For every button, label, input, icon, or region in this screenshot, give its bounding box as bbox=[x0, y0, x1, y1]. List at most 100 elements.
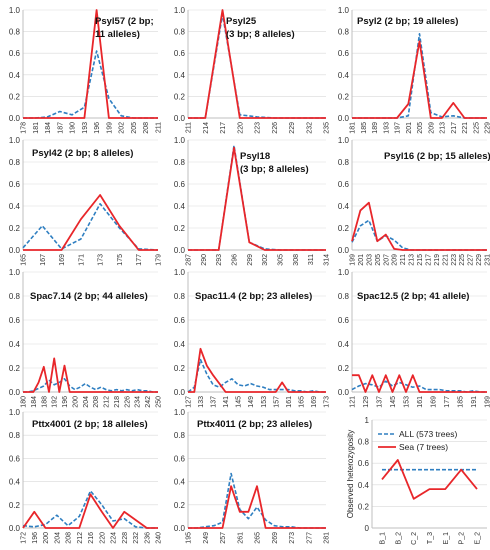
y-tick-label: 0.8 bbox=[338, 28, 350, 37]
x-tick-label: E_1 bbox=[443, 532, 450, 545]
series-line-all bbox=[22, 203, 159, 251]
panel-title: Psyl42 (2 bp; 8 alleles) bbox=[32, 148, 133, 159]
y-tick-label: 1.0 bbox=[9, 268, 21, 277]
x-tick-label: 196 bbox=[62, 396, 69, 408]
legend-label-all: ALL (573 trees) bbox=[399, 429, 457, 439]
panel-title: Psyl18 bbox=[240, 151, 270, 162]
y-tick-label: 0.4 bbox=[338, 71, 350, 80]
y-tick-label: 0.4 bbox=[174, 340, 186, 349]
x-tick-label: 145 bbox=[390, 396, 397, 408]
x-tick-label: 249 bbox=[203, 532, 210, 544]
y-tick-label: 0.6 bbox=[9, 316, 21, 325]
x-tick-label: 197 bbox=[395, 122, 402, 134]
y-tick-label: 0.0 bbox=[9, 524, 21, 533]
x-tick-label: 308 bbox=[293, 254, 300, 266]
x-tick-label: C_2 bbox=[411, 532, 418, 545]
y-tick-label: 0.2 bbox=[338, 364, 350, 373]
series-line-all bbox=[22, 490, 158, 529]
x-tick-label: 224 bbox=[111, 532, 118, 544]
y-tick-label: 0.0 bbox=[338, 246, 350, 255]
y-tick-label: 0.2 bbox=[9, 92, 21, 101]
x-tick-label: 281 bbox=[324, 532, 331, 544]
x-tick-label: 193 bbox=[82, 122, 89, 134]
x-tick-label: 261 bbox=[237, 532, 244, 544]
y-tick-label: 0.6 bbox=[358, 459, 370, 468]
x-tick-label: 181 bbox=[33, 122, 40, 134]
x-tick-label: 213 bbox=[440, 122, 447, 134]
panel-title-line2: (3 bp; 8 alleles) bbox=[240, 164, 309, 175]
x-tick-label: 223 bbox=[255, 122, 262, 134]
y-tick-label: 0.4 bbox=[338, 340, 350, 349]
x-tick-label: 201 bbox=[358, 254, 365, 266]
x-tick-label: 196 bbox=[32, 532, 39, 544]
y-tick-label: 0.0 bbox=[174, 524, 186, 533]
y-tick-label: 0.6 bbox=[338, 49, 350, 58]
x-tick-label: 228 bbox=[122, 532, 129, 544]
y-tick-label: 0.6 bbox=[174, 49, 186, 58]
x-tick-label: 235 bbox=[324, 122, 331, 134]
chart-panel-5: 0.0 0.2 0.4 0.6 0.8 1.0 287 290 293 296 299 302 305 3… bbox=[174, 136, 331, 266]
x-tick-label: 265 bbox=[255, 532, 262, 544]
x-tick-label: 240 bbox=[156, 532, 163, 544]
x-tick-label: 171 bbox=[78, 254, 85, 266]
y-tick-label: 0.6 bbox=[9, 454, 21, 463]
x-tick-label: 204 bbox=[83, 396, 90, 408]
x-tick-label: 196 bbox=[94, 122, 101, 134]
series-line-sea bbox=[23, 194, 158, 251]
x-tick-label: 137 bbox=[377, 396, 384, 408]
x-tick-label: 204 bbox=[54, 532, 61, 544]
y-tick-label: 1.0 bbox=[174, 6, 186, 15]
x-tick-label: 218 bbox=[114, 396, 121, 408]
x-tick-label: 127 bbox=[186, 396, 193, 408]
x-tick-label: 225 bbox=[459, 254, 466, 266]
y-tick-label: 1.0 bbox=[174, 408, 186, 417]
x-tick-label: 149 bbox=[248, 396, 255, 408]
x-tick-label: 220 bbox=[99, 532, 106, 544]
x-tick-label: 153 bbox=[261, 396, 268, 408]
x-tick-label: 217 bbox=[220, 122, 227, 134]
x-tick-label: 242 bbox=[145, 396, 152, 408]
legend-label-sea: Sea (7 trees) bbox=[399, 442, 448, 452]
y-tick-label: 0.4 bbox=[358, 481, 370, 490]
x-tick-label: 191 bbox=[471, 396, 478, 408]
x-tick-label: 221 bbox=[462, 122, 469, 134]
y-tick-label: 0.8 bbox=[338, 158, 350, 167]
y-tick-label: 0.4 bbox=[9, 202, 21, 211]
x-tick-label: 192 bbox=[52, 396, 59, 408]
y-tick-label: 0.0 bbox=[174, 388, 186, 397]
x-tick-label: 177 bbox=[444, 396, 451, 408]
x-tick-label: 184 bbox=[45, 122, 52, 134]
y-tick-label: 0.2 bbox=[358, 502, 370, 511]
y-tick-label: 0.6 bbox=[174, 180, 186, 189]
panel-title: Spac7.14 (2 bp; 44 alleles) bbox=[30, 291, 148, 302]
series-line-all bbox=[188, 13, 326, 119]
x-tick-label: 201 bbox=[406, 122, 413, 134]
x-tick-label: 250 bbox=[156, 396, 163, 408]
x-tick-label: 221 bbox=[442, 254, 449, 266]
series-line-sea bbox=[352, 40, 487, 119]
x-tick-label: 165 bbox=[21, 254, 28, 266]
chart-panel-12: 0 0.2 0.4 0.6 0.8 1 B_1 B_2 C_2 T_3 E_1 P_2 E_2 Obser… bbox=[346, 416, 487, 545]
x-tick-label: 269 bbox=[272, 532, 279, 544]
x-tick-label: 203 bbox=[366, 254, 373, 266]
x-tick-label: 296 bbox=[232, 254, 239, 266]
y-tick-label: 0.4 bbox=[174, 71, 186, 80]
y-axis-label: Observed heterozygosity bbox=[346, 430, 355, 519]
x-tick-label: 229 bbox=[476, 254, 483, 266]
y-tick-label: 0.8 bbox=[338, 292, 350, 301]
x-tick-label: 157 bbox=[273, 396, 280, 408]
panel-title-line2: 11 alleles) bbox=[95, 29, 140, 40]
y-tick-label: 0.4 bbox=[9, 71, 21, 80]
x-tick-label: 205 bbox=[417, 122, 424, 134]
x-tick-label: 202 bbox=[119, 122, 126, 134]
chart-panel-11: 0.0 0.2 0.4 0.6 0.8 1.0 195 249 257 261 265 269 273 2… bbox=[174, 408, 331, 544]
panel-title: Pttx4011 (2 bp; 23 alleles) bbox=[197, 419, 312, 430]
y-tick-label: 0.8 bbox=[174, 292, 186, 301]
panel-title: Psyl57 (2 bp; bbox=[95, 16, 154, 27]
series-line-all bbox=[351, 219, 487, 251]
x-tick-label: 172 bbox=[21, 532, 28, 544]
x-tick-label: 207 bbox=[383, 254, 390, 266]
